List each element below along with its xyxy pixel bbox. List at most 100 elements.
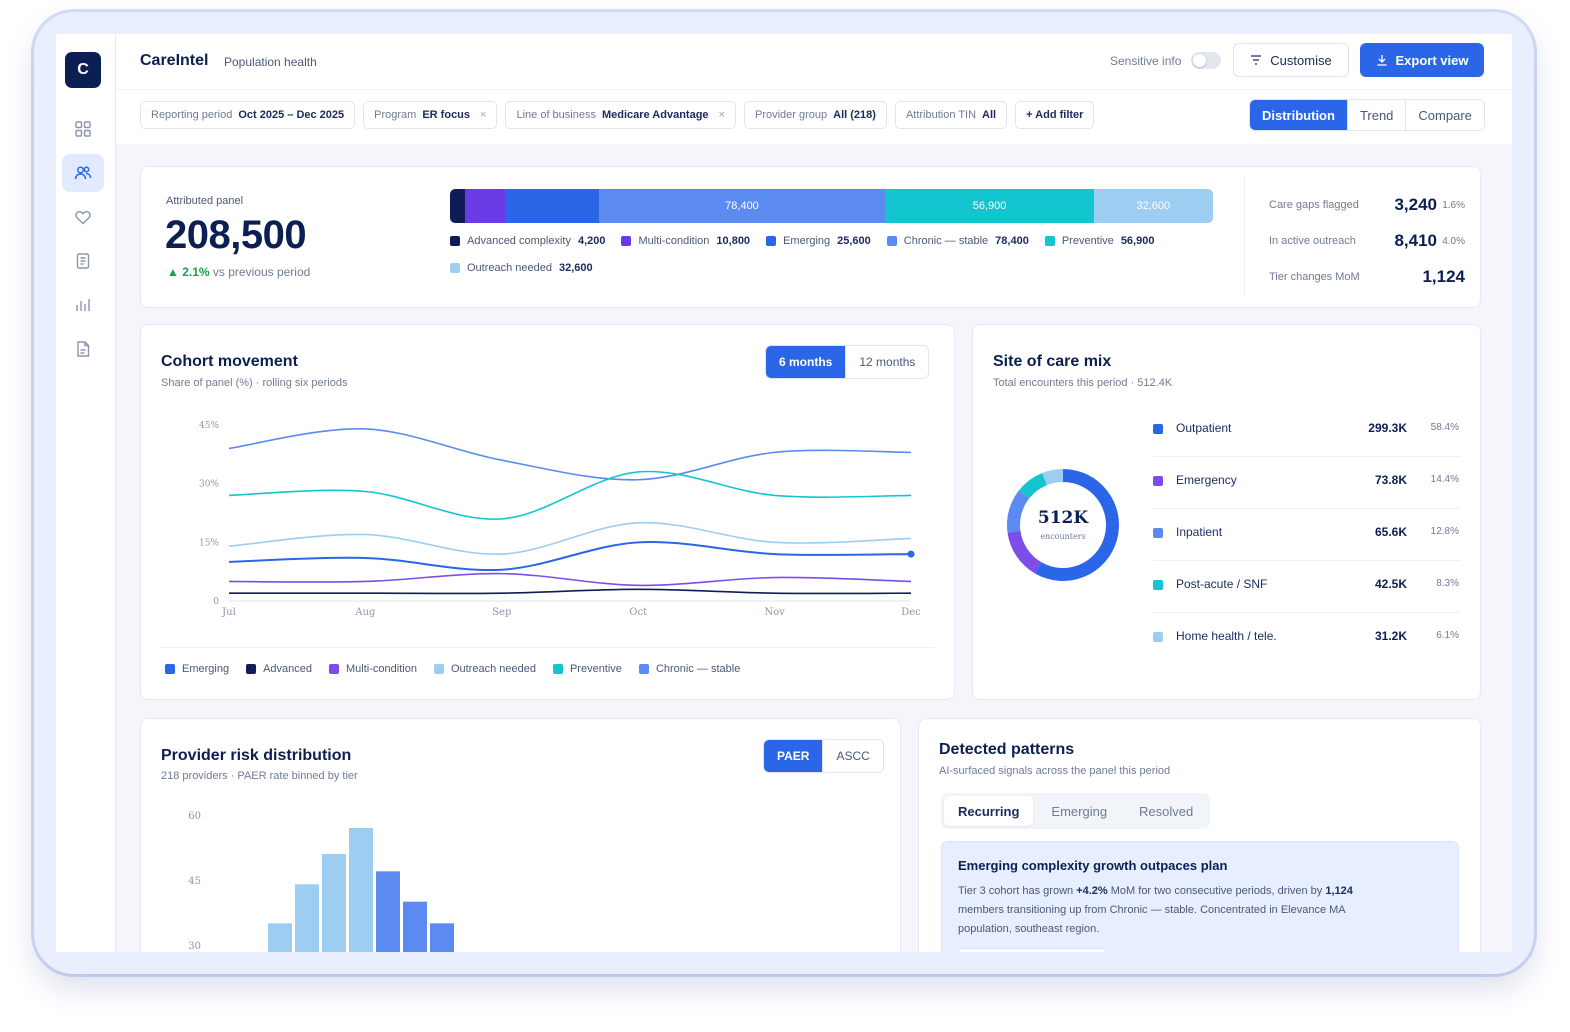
- site-value: 31.2K: [1374, 629, 1407, 643]
- donut-slice[interactable]: [1034, 469, 1119, 581]
- tab-trend[interactable]: Trend: [1346, 100, 1405, 130]
- series-line-advanced[interactable]: [228, 588, 912, 595]
- donut-slice[interactable]: [1007, 530, 1042, 574]
- up-arrow-icon: ▲: [167, 265, 183, 279]
- cohort-legend-item[interactable]: Chronic — stable: [638, 663, 741, 675]
- population-users-icon[interactable]: [62, 154, 104, 192]
- range-6-months[interactable]: 6 months: [766, 346, 846, 378]
- pattern-action-button[interactable]: [958, 948, 1106, 952]
- range-12-months[interactable]: 12 months: [845, 346, 928, 378]
- bar-chart-icon[interactable]: [62, 286, 104, 324]
- filter-bar: Reporting period Oct 2025 – Dec 2025 Pro…: [140, 101, 1095, 129]
- metric-value: 1,124: [1422, 267, 1465, 286]
- list-document-icon[interactable]: [62, 242, 104, 280]
- donut-slice[interactable]: [1007, 490, 1030, 533]
- tier-legend-item: Outreach needed 32,600: [450, 262, 593, 274]
- tier-bar-segment[interactable]: 78,400: [598, 189, 886, 223]
- tier-bar-segment[interactable]: [465, 189, 505, 223]
- series-line-emerging[interactable]: [228, 540, 912, 572]
- x-tick-label: Dec: [901, 607, 921, 618]
- histogram-bar[interactable]: [403, 901, 427, 952]
- filter-chip-program[interactable]: Program ER focus ×: [363, 101, 498, 129]
- section-title: Population health: [224, 55, 317, 69]
- tier-bar-segment[interactable]: [504, 189, 599, 223]
- cohort-movement-card: Cohort movement Share of panel (%) · rol…: [140, 324, 955, 700]
- legend-label: Advanced complexity: [467, 235, 571, 247]
- mode-paer[interactable]: PAER: [764, 740, 823, 772]
- site-of-care-row[interactable]: Home health / tele. 31.2K 6.1%: [1153, 625, 1461, 665]
- tab-emerging[interactable]: Emerging: [1051, 803, 1108, 819]
- tab-resolved[interactable]: Resolved: [1139, 803, 1194, 819]
- donut-slice[interactable]: [1042, 469, 1063, 486]
- legend-value: 56,900: [1120, 235, 1155, 247]
- histogram-bar[interactable]: [349, 828, 373, 952]
- add-filter-button[interactable]: + Add filter: [1015, 101, 1095, 129]
- tier-bar-segment[interactable]: [450, 189, 466, 223]
- patterns-subtitle: AI-surfaced signals across the panel thi…: [939, 765, 1171, 777]
- tier-legend: Advanced complexity 4,200 Multi-condition 1…: [450, 235, 1230, 274]
- legend-label: Advanced: [263, 663, 313, 675]
- histogram-bar[interactable]: [322, 854, 346, 952]
- tier-legend-item: Chronic — stable 78,400: [886, 235, 1029, 247]
- filter-chip-line-of-business[interactable]: Line of business Medicare Advantage ×: [505, 101, 736, 129]
- customise-button[interactable]: Customise: [1233, 43, 1349, 77]
- mode-ascc[interactable]: ASCC: [822, 740, 882, 772]
- sensitive-info-toggle[interactable]: [1191, 52, 1221, 69]
- series-line-outreach-needed[interactable]: [228, 521, 912, 555]
- metric-active-outreach: In active outreach 8,410 4.0%: [1269, 231, 1465, 251]
- histogram-bar[interactable]: [430, 923, 454, 952]
- site-of-care-row[interactable]: Inpatient 65.6K 12.8%: [1153, 521, 1461, 561]
- tier-bar-segment[interactable]: 32,600: [1093, 189, 1213, 223]
- site-percent: 8.3%: [1436, 578, 1459, 589]
- tier-bar-segment[interactable]: 56,900: [885, 189, 1094, 223]
- remove-filter-icon[interactable]: ×: [718, 109, 725, 121]
- histogram-bar[interactable]: [295, 884, 319, 952]
- cohort-legend-item[interactable]: Outreach needed: [433, 663, 536, 675]
- legend-swatch: [246, 664, 257, 674]
- cohort-legend-item[interactable]: Preventive: [552, 663, 622, 675]
- x-tick-label: Nov: [764, 607, 785, 618]
- export-view-button[interactable]: Export view: [1360, 43, 1484, 77]
- provider-risk-subtitle: 218 providers · PAER rate binned by tier: [161, 770, 358, 782]
- series-line-multi-condition[interactable]: [228, 572, 912, 587]
- histogram-bar[interactable]: [268, 923, 292, 952]
- pattern-insight-card[interactable]: Emerging complexity growth outpaces plan…: [941, 841, 1459, 952]
- tab-compare[interactable]: Compare: [1405, 100, 1483, 130]
- heart-icon[interactable]: [62, 198, 104, 236]
- filter-chip-provider-group[interactable]: Provider group All (218): [743, 101, 887, 129]
- dashboard-grid-icon[interactable]: [62, 110, 104, 148]
- cohort-legend-item[interactable]: Advanced: [246, 663, 312, 675]
- filter-chip-attribution-tin[interactable]: Attribution TIN All: [894, 101, 1008, 129]
- tab-distribution[interactable]: Distribution: [1250, 100, 1347, 130]
- site-of-care-row[interactable]: Emergency 73.8K 14.4%: [1153, 469, 1461, 509]
- site-value: 42.5K: [1374, 577, 1407, 591]
- site-of-care-row[interactable]: Post-acute / SNF 42.5K 8.3%: [1153, 573, 1461, 613]
- detected-patterns-card: Detected patterns AI-surfaced signals ac…: [918, 718, 1481, 952]
- legend-swatch: [450, 263, 460, 273]
- series-end-point[interactable]: [907, 550, 915, 558]
- series-line-chronic-stable[interactable]: [228, 428, 912, 481]
- filter-label: Program: [374, 109, 417, 121]
- histogram-bar[interactable]: [376, 871, 400, 952]
- legend-label: Preventive: [1061, 235, 1114, 247]
- legend-swatch: [1044, 236, 1055, 246]
- filter-label: Reporting period: [151, 109, 233, 121]
- report-icon[interactable]: [62, 330, 104, 368]
- donut-slice[interactable]: [1018, 473, 1047, 499]
- legend-label: Chronic — stable: [655, 663, 741, 675]
- remove-filter-icon[interactable]: ×: [480, 109, 487, 121]
- series-line-preventive[interactable]: [228, 470, 912, 520]
- pattern-title: Emerging complexity growth outpaces plan: [958, 858, 1228, 873]
- tab-recurring[interactable]: Recurring: [944, 796, 1034, 826]
- filter-chip-reporting-period[interactable]: Reporting period Oct 2025 – Dec 2025: [140, 101, 356, 129]
- sensitive-info-label: Sensitive info: [1110, 54, 1182, 68]
- site-of-care-row[interactable]: Outpatient 299.3K 58.4%: [1153, 417, 1461, 457]
- app-logo[interactable]: C: [65, 52, 101, 88]
- content-area: Attributed panel 208,500 ▲ 2.1% vs previ…: [116, 144, 1512, 952]
- legend-swatch: [552, 664, 563, 674]
- cohort-legend-item[interactable]: Emerging: [165, 663, 229, 675]
- y-tick-label: 0: [213, 597, 219, 607]
- y-tick-label: 45%: [199, 421, 219, 431]
- filter-value: Oct 2025 – Dec 2025: [238, 109, 345, 121]
- cohort-legend-item[interactable]: Multi-condition: [329, 663, 417, 675]
